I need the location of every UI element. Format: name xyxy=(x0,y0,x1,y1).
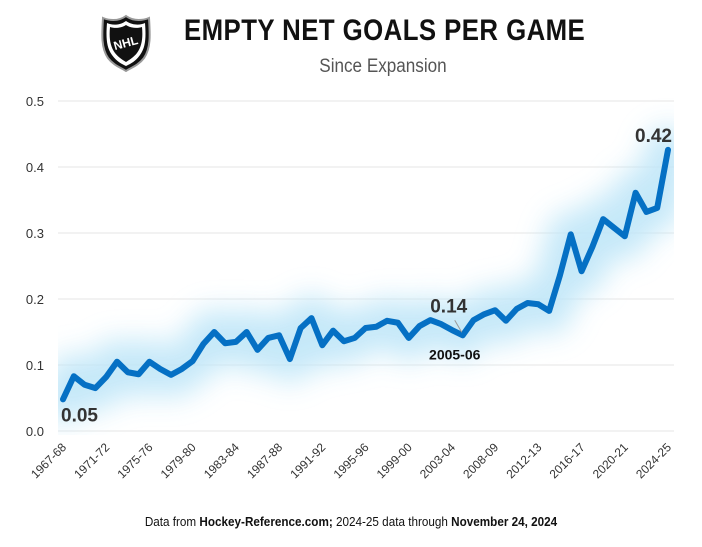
chart-subtitle: Since Expansion xyxy=(319,56,447,77)
footer-prefix: Data from xyxy=(144,514,200,529)
plot-area: 0.0 0.1 0.2 0.3 0.4 0.5 1967-68 1971-72 1975-76… xyxy=(26,94,674,481)
chart-title: EMPTY NET GOALS PER GAME xyxy=(184,14,586,47)
x-tick-label: 2008-09 xyxy=(460,440,501,481)
x-tick-label: 1999-00 xyxy=(374,440,415,481)
y-tick-label: 0.4 xyxy=(26,160,44,175)
annotation-label: 0.42 xyxy=(635,126,672,147)
x-tick-label: 1971-72 xyxy=(71,440,112,481)
svg-text:NHL: NHL xyxy=(112,33,139,53)
annotation-leader xyxy=(454,320,463,333)
footer-middle: 2024-25 data through xyxy=(332,514,452,529)
source-note: Data from Hockey-Reference.com; 2024-25 … xyxy=(35,514,667,529)
x-tick-label: 2020-21 xyxy=(590,440,631,481)
x-tick-label: 2016-17 xyxy=(547,440,588,481)
y-tick-label: 0.5 xyxy=(26,94,44,109)
y-tick-label: 0.3 xyxy=(26,226,44,241)
nhl-logo: NHL xyxy=(101,14,151,72)
y-tick-label: 0.1 xyxy=(26,358,44,373)
x-tick-label: 1979-80 xyxy=(158,440,199,481)
footer-source: Hockey-Reference.com; xyxy=(199,514,333,529)
x-tick-label: 1991-92 xyxy=(287,440,328,481)
x-tick-label: 1995-96 xyxy=(331,440,372,481)
x-tick-label: 2003-04 xyxy=(417,440,458,481)
x-tick-label: 1987-88 xyxy=(244,440,285,481)
footer-date: November 24, 2024 xyxy=(451,514,558,529)
annotation-label: 0.14 xyxy=(430,296,467,317)
x-tick-label: 2012-13 xyxy=(503,440,544,481)
annotation-sublabel: 2005-06 xyxy=(429,346,481,362)
x-tick-label: 1975-76 xyxy=(115,440,156,481)
annotation-label: 0.05 xyxy=(61,405,98,426)
x-tick-label: 1983-84 xyxy=(201,440,242,481)
x-tick-label: 1967-68 xyxy=(28,440,69,481)
x-tick-label: 2024-25 xyxy=(633,440,674,481)
y-tick-label: 0.2 xyxy=(26,292,44,307)
y-tick-label: 0.0 xyxy=(26,424,44,439)
